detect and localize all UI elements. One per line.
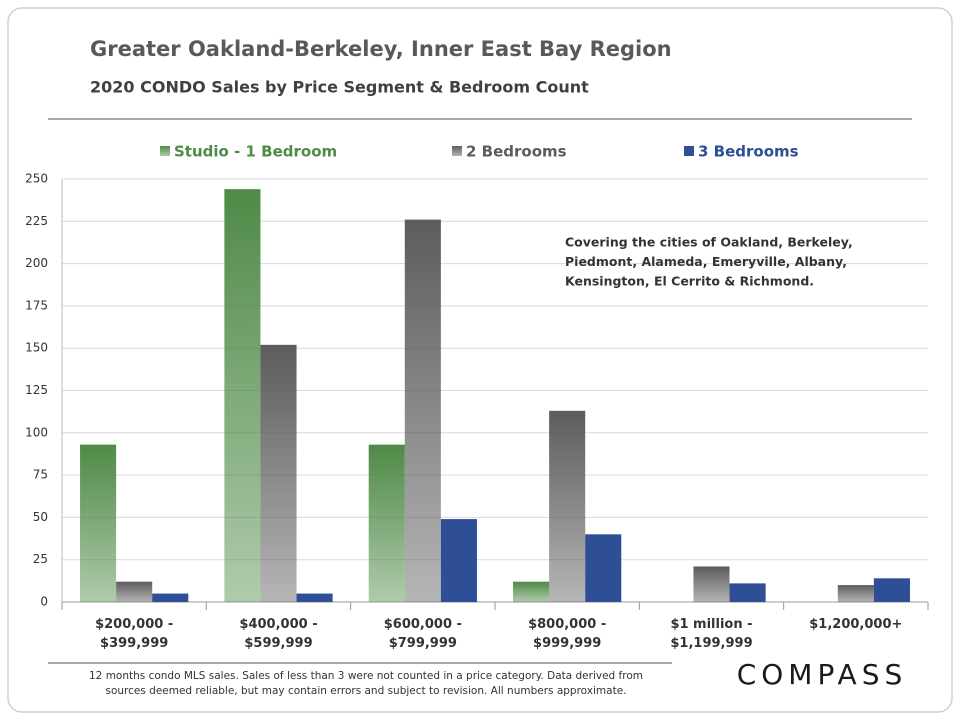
x-tick-label: $1 million -$1,199,999	[670, 617, 752, 651]
y-tick-label: 125	[25, 383, 48, 397]
card	[7, 7, 953, 713]
bar	[80, 444, 117, 602]
annotation: Piedmont, Alameda, Emeryville, Albany,	[565, 254, 847, 269]
x-tick-label: $600,000 -$799,999	[384, 617, 462, 651]
y-tick-label: 100	[25, 425, 48, 439]
legend-swatch	[160, 146, 170, 156]
y-tick-label: 0	[40, 595, 48, 609]
y-tick-label: 25	[33, 552, 48, 566]
bar	[440, 519, 477, 602]
x-tick-label: $1,200,000+	[809, 617, 902, 632]
bar	[873, 578, 910, 602]
bar	[404, 219, 441, 602]
chart-title: Greater Oakland-Berkeley, Inner East Bay…	[90, 37, 672, 61]
bar	[260, 344, 297, 602]
logo: COMPASS	[737, 658, 908, 691]
y-tick-label: 225	[25, 214, 48, 228]
annotation: Kensington, El Cerrito & Richmond.	[565, 274, 814, 289]
bar	[729, 583, 766, 602]
footnote: 12 months condo MLS sales. Sales of less…	[89, 670, 643, 682]
y-tick-label: 75	[33, 468, 48, 482]
legend-label: Studio - 1 Bedroom	[174, 143, 337, 161]
bar	[296, 593, 333, 602]
footnote: sources deemed reliable, but may contain…	[105, 685, 626, 697]
y-tick-label: 200	[25, 256, 48, 270]
annotation: Covering the cities of Oakland, Berkeley…	[565, 235, 853, 250]
y-tick-label: 150	[25, 341, 48, 355]
bar	[224, 189, 261, 603]
x-tick-label: $800,000 -$999,999	[528, 617, 606, 651]
x-tick-label: $200,000 -$399,999	[95, 617, 173, 651]
bar	[152, 593, 189, 602]
legend-swatch	[452, 146, 462, 156]
bar	[549, 410, 586, 602]
bar	[513, 581, 550, 602]
bar	[116, 581, 153, 602]
y-tick-label: 175	[25, 298, 48, 312]
bar	[837, 585, 874, 602]
y-tick-label: 50	[33, 510, 48, 524]
y-tick-label: 250	[25, 172, 48, 186]
bar	[693, 566, 730, 602]
legend-label: 3 Bedrooms	[698, 143, 799, 161]
bar	[585, 534, 622, 602]
bar	[368, 444, 405, 602]
legend-label: 2 Bedrooms	[466, 143, 567, 161]
legend-swatch	[684, 146, 694, 156]
x-tick-label: $400,000 -$599,999	[239, 617, 317, 651]
chart-subtitle: 2020 CONDO Sales by Price Segment & Bedr…	[90, 78, 589, 97]
